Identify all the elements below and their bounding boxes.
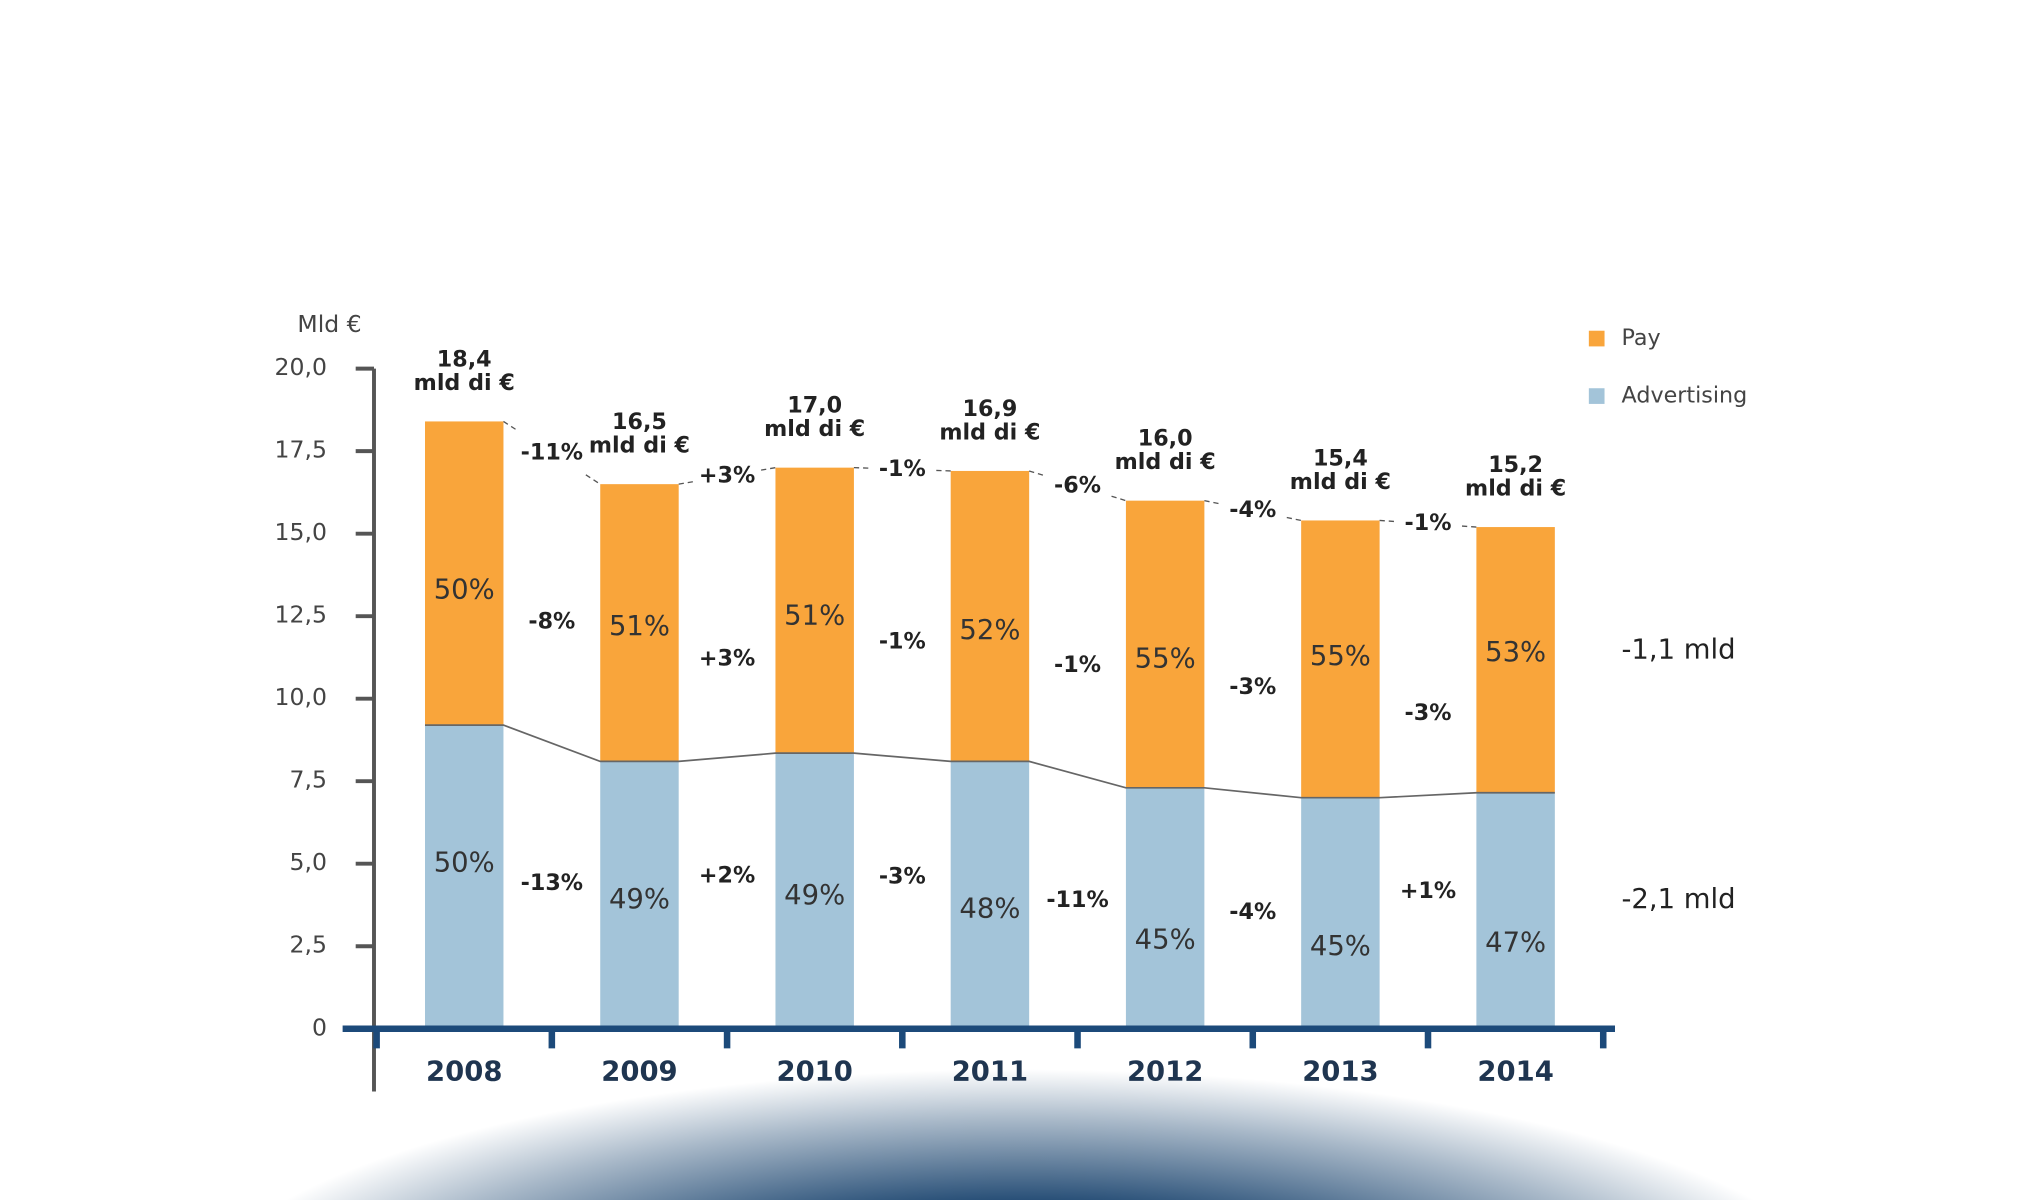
pay-share: 53%	[1485, 637, 1546, 668]
total-connector	[1461, 525, 1477, 528]
pay-change: -3%	[1405, 700, 1452, 726]
y-tick-label: 2,5	[290, 931, 327, 959]
y-tick-label: 12,5	[275, 601, 327, 629]
legend-label: Advertising	[1622, 383, 1748, 409]
y-tick-label: 0	[312, 1013, 327, 1041]
x-tick-label: 2009	[601, 1057, 677, 1088]
pay-change: -1%	[879, 628, 926, 654]
pay-share: 51%	[609, 611, 670, 642]
total-unit: mld di €	[414, 370, 515, 396]
legend-swatch	[1588, 330, 1605, 347]
total-change: -1%	[879, 456, 926, 482]
y-tick-label: 15,0	[275, 518, 327, 546]
total-connector	[503, 420, 519, 432]
pay-change: -1%	[1054, 652, 1101, 678]
legend-label: Pay	[1622, 325, 1661, 351]
total-unit: mld di €	[1290, 469, 1391, 495]
total-connector	[678, 481, 694, 485]
total-unit: mld di €	[764, 416, 865, 442]
x-tick-label: 2012	[1127, 1057, 1203, 1088]
advertising-bar	[1301, 797, 1380, 1029]
total-change: -11%	[521, 439, 583, 465]
y-tick-label: 5,0	[290, 848, 327, 876]
advertising-bar	[600, 761, 679, 1029]
total-change: -1%	[1405, 510, 1452, 536]
x-tick-label: 2014	[1477, 1057, 1553, 1088]
adv-total-change: -2,1 mld	[1622, 884, 1736, 915]
advertising-share: 49%	[609, 884, 670, 915]
pay-bar	[425, 421, 504, 726]
pay-bar	[600, 484, 679, 762]
total-label: 15,4	[1313, 446, 1368, 472]
pay-share: 52%	[959, 615, 1020, 646]
advertising-bar	[775, 753, 854, 1029]
y-unit: Mld €	[297, 310, 361, 338]
total-change: +3%	[699, 462, 755, 488]
y-tick-label: 7,5	[290, 766, 327, 794]
total-label: 16,0	[1138, 426, 1193, 452]
advertising-change: -13%	[521, 870, 583, 896]
pay-total-change: -1,1 mld	[1622, 634, 1736, 665]
advertising-share: 49%	[784, 880, 845, 911]
pay-bar	[1476, 527, 1555, 793]
x-tick-label: 2013	[1302, 1057, 1378, 1088]
pay-share: 55%	[1135, 644, 1196, 675]
background-glow	[0, 1045, 2040, 1200]
advertising-share: 45%	[1135, 925, 1196, 956]
total-unit: mld di €	[589, 433, 690, 459]
x-tick-label: 2008	[426, 1057, 502, 1088]
advertising-share: 48%	[959, 893, 1020, 924]
pay-share: 50%	[434, 574, 495, 605]
x-tick-label: 2011	[952, 1057, 1028, 1088]
pay-change: +3%	[699, 645, 755, 671]
total-label: 16,5	[612, 409, 667, 435]
advertising-change: -4%	[1229, 899, 1276, 925]
total-connector	[1379, 519, 1395, 523]
total-unit: mld di €	[1115, 449, 1216, 475]
advertising-share: 50%	[434, 848, 495, 879]
total-connector	[585, 474, 601, 485]
total-connector	[1028, 470, 1044, 476]
advertising-share: 45%	[1310, 931, 1371, 962]
pay-share: 51%	[784, 600, 845, 631]
total-unit: mld di €	[939, 420, 1040, 446]
total-label: 16,9	[963, 396, 1018, 422]
advertising-bar	[1125, 787, 1205, 1029]
advertising-share: 47%	[1485, 927, 1546, 958]
pay-share: 55%	[1310, 641, 1371, 672]
advertising-change: -11%	[1046, 887, 1108, 913]
pay-bar	[950, 470, 1030, 762]
y-tick-label: 17,5	[275, 436, 327, 464]
pay-change: -8%	[528, 609, 575, 635]
legend-swatch	[1588, 388, 1605, 404]
total-label: 17,0	[787, 393, 842, 419]
y-tick-label: 20,0	[275, 353, 327, 381]
advertising-bar	[1476, 792, 1555, 1029]
total-connector	[1204, 500, 1219, 505]
advertising-bar	[425, 725, 504, 1029]
total-connector	[760, 467, 776, 471]
advertising-change: +2%	[699, 862, 755, 888]
advertising-change: +1%	[1400, 878, 1456, 904]
total-change: -4%	[1229, 497, 1276, 523]
pay-bar	[1301, 520, 1380, 798]
advertising-bar	[950, 761, 1030, 1029]
total-connector	[1286, 516, 1302, 522]
pay-bar	[1125, 500, 1205, 788]
pay-bar	[775, 467, 854, 754]
total-unit: mld di €	[1465, 476, 1566, 502]
pay-change: -3%	[1229, 674, 1276, 700]
total-label: 15,2	[1488, 452, 1543, 478]
advertising-change: -3%	[879, 864, 926, 890]
y-tick-label: 10,0	[275, 683, 327, 711]
x-tick-label: 2010	[776, 1057, 852, 1088]
total-label: 18,4	[437, 347, 492, 373]
advertising-trend	[425, 724, 1555, 799]
total-change: -6%	[1054, 472, 1101, 498]
total-connector	[1111, 495, 1127, 502]
